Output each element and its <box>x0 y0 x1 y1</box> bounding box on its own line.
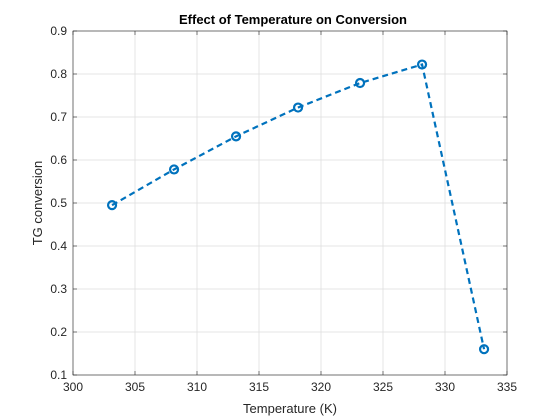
y-tick-label: 0.6 <box>50 153 67 167</box>
y-tick-label: 0.5 <box>50 196 67 210</box>
data-point <box>168 164 180 175</box>
x-tick-label: 305 <box>125 380 145 394</box>
data-point <box>230 131 242 142</box>
series-line <box>111 63 486 350</box>
plot-area: 300 305 310 315 320 325 330 335 0.1 0.2 0.3 0.4 0.5 0… <box>50 24 517 394</box>
y-tick-label: 0.2 <box>50 325 67 339</box>
y-tick-label: 0.1 <box>50 368 67 382</box>
ticks-layer: 300 305 310 315 320 325 330 335 0.1 0.2 0.3 0.4 0.5 0… <box>50 24 517 394</box>
y-tick-label: 0.4 <box>50 239 67 253</box>
x-axis-label: Temperature (K) <box>243 401 337 416</box>
x-tick-label: 310 <box>187 380 207 394</box>
data-point <box>478 344 490 355</box>
y-tick-label: 0.7 <box>50 110 67 124</box>
y-tick-label: 0.3 <box>50 282 67 296</box>
data-point <box>292 102 304 113</box>
y-tick-label: 0.9 <box>50 24 67 38</box>
series-layer <box>106 59 490 355</box>
y-tick-label: 0.8 <box>50 67 67 81</box>
chart-title: Effect of Temperature on Conversion <box>179 12 407 27</box>
data-point <box>106 200 118 211</box>
x-tick-label: 325 <box>373 380 393 394</box>
data-point <box>416 59 428 70</box>
y-axis-label: TG conversion <box>30 161 45 246</box>
x-tick-label: 330 <box>435 380 455 394</box>
x-tick-label: 335 <box>497 380 517 394</box>
x-tick-label: 320 <box>311 380 331 394</box>
x-tick-label: 315 <box>249 380 269 394</box>
data-point <box>354 77 366 89</box>
x-tick-label: 300 <box>63 380 83 394</box>
